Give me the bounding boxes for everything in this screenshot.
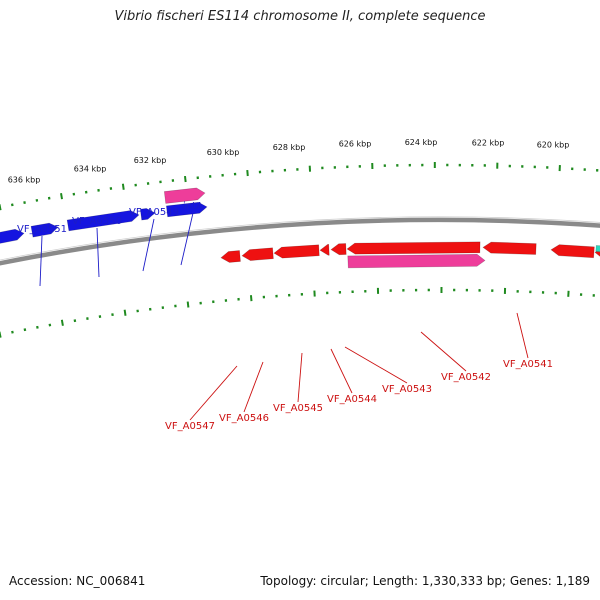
forward-gene-arrow bbox=[30, 222, 59, 238]
forward-gene-label: VF_A0551 bbox=[17, 224, 67, 235]
outer-tick-major bbox=[121, 183, 125, 190]
ruler-label: 632 kbp bbox=[134, 156, 167, 165]
label-leaders bbox=[39, 212, 529, 421]
reverse-gene-label: VF_A0547 bbox=[165, 421, 215, 432]
reverse-gene-arrow bbox=[550, 244, 595, 259]
ruler-label: 624 kbp bbox=[405, 138, 438, 147]
reverse-leader-line bbox=[516, 312, 529, 359]
forward-gene-arrow bbox=[0, 228, 25, 244]
inner-tick-major bbox=[249, 295, 253, 302]
map-title: Vibrio fischeri ES114 chromosome II, com… bbox=[114, 9, 486, 24]
outer-ruler-ticks bbox=[0, 162, 599, 211]
inner-tick-major bbox=[186, 301, 190, 308]
reverse-gene-arrow bbox=[319, 243, 330, 256]
ruler-label: 628 kbp bbox=[273, 143, 306, 152]
reverse-leader-line bbox=[344, 346, 408, 384]
reverse-gene-arrow bbox=[346, 241, 481, 255]
forward-leader-line bbox=[39, 235, 43, 287]
forward-leader-line bbox=[96, 227, 100, 278]
forward-gene-arrow bbox=[166, 201, 208, 218]
reverse-gene-label: VF_A0545 bbox=[273, 403, 323, 414]
ruler-label: 630 kbp bbox=[207, 148, 240, 157]
forward-gene-arrow bbox=[66, 210, 140, 232]
reverse-leader-line bbox=[189, 365, 238, 421]
reverse-leader-line bbox=[420, 331, 467, 372]
reverse-gene-label: VF_A0543 bbox=[382, 384, 432, 395]
forward-gene-arrow bbox=[139, 208, 156, 221]
inner-tick-major bbox=[0, 331, 2, 338]
other-feature bbox=[595, 245, 600, 253]
ruler-label: 620 kbp bbox=[537, 141, 570, 150]
reverse-gene-label: VF_A0542 bbox=[441, 372, 491, 383]
reverse-gene-label: VF_A0546 bbox=[219, 413, 269, 424]
genome-summary-text: Topology: circular; Length: 1,330,333 bp… bbox=[260, 574, 590, 588]
reverse-gene-label: VF_A0541 bbox=[503, 359, 553, 370]
ruler-label: 634 kbp bbox=[74, 164, 107, 173]
outer-tick-major bbox=[60, 193, 63, 200]
forward-leader-line bbox=[180, 212, 194, 266]
map-labels: 636 kbp 634 kbp 632 kbp 630 kbp 628 kbp 626 k… bbox=[8, 138, 570, 432]
ruler-label: 626 kbp bbox=[339, 140, 372, 149]
backbone-arc bbox=[0, 217, 600, 266]
reverse-gene-arrow bbox=[220, 250, 241, 263]
outer-tick-major bbox=[183, 175, 187, 183]
forward-gene-label: VF_A0549 bbox=[129, 207, 179, 218]
accession-text: Accession: NC_006841 bbox=[9, 574, 146, 588]
outer-tick-major bbox=[0, 204, 2, 211]
forward-gene-label: intA bbox=[183, 201, 203, 212]
reverse-leader-line bbox=[243, 361, 264, 413]
rna-feature bbox=[347, 254, 486, 269]
inner-ruler-ticks bbox=[0, 286, 595, 338]
reverse-leader-line bbox=[330, 348, 353, 394]
forward-leader-line bbox=[142, 218, 155, 272]
ruler-label: 636 kbp bbox=[8, 175, 41, 184]
reverse-gene-arrow bbox=[330, 243, 347, 256]
reverse-gene-arrow bbox=[482, 241, 537, 255]
backbone-highlight bbox=[0, 216, 600, 261]
inner-tick-major bbox=[123, 309, 127, 316]
forward-gene-label: VF_A0550 bbox=[72, 216, 122, 227]
inner-tick-major bbox=[60, 319, 64, 326]
backbone bbox=[0, 216, 600, 266]
reverse-gene-arrow bbox=[241, 247, 274, 261]
ruler-label: 622 kbp bbox=[472, 138, 505, 147]
gene-features bbox=[0, 187, 600, 269]
rna-feature bbox=[163, 187, 206, 204]
reverse-gene-arrow bbox=[273, 244, 320, 259]
reverse-gene-label: VF_A0544 bbox=[327, 394, 377, 405]
reverse-leader-line bbox=[297, 352, 303, 403]
